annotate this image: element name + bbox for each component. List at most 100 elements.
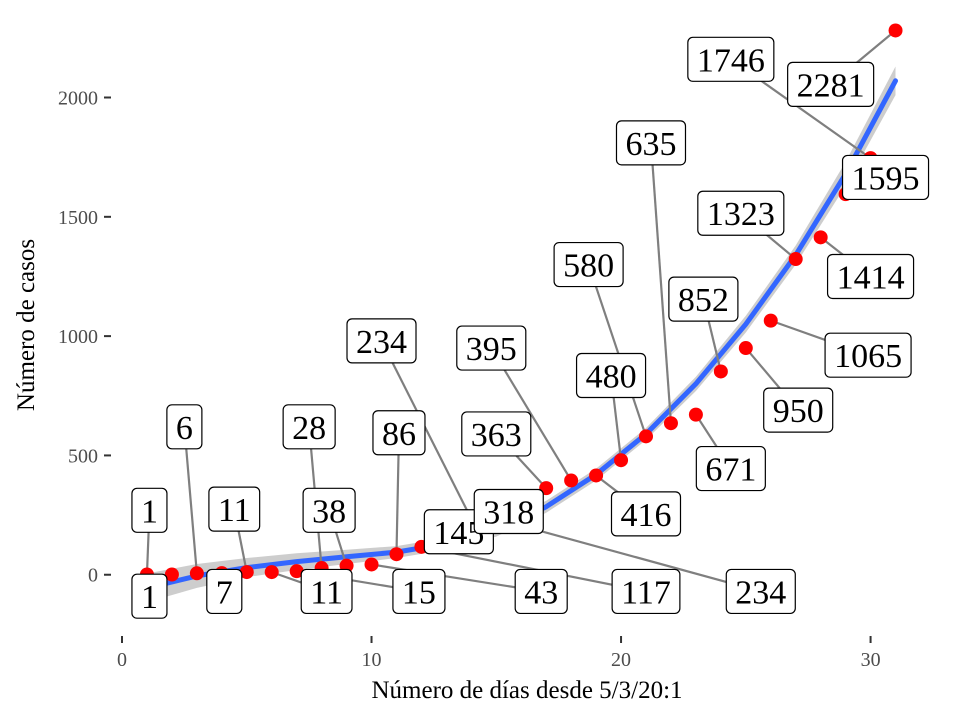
label-connector (587, 264, 648, 437)
data-label: 852 (668, 276, 739, 322)
data-label-text: 1414 (837, 259, 905, 296)
data-label-text: 43 (524, 574, 558, 611)
data-label: 480 (575, 352, 647, 399)
data-label-box (787, 61, 875, 107)
data-label-text: 86 (382, 416, 416, 453)
data-label-box (668, 276, 739, 322)
data-label: 15 (392, 568, 446, 615)
data-label: 416 (610, 491, 682, 537)
data-label-box (206, 568, 243, 615)
x-axis-title: Número de días desde 5/3/20:1 (371, 677, 682, 704)
data-label-text: 580 (563, 248, 614, 285)
data-label-box (553, 241, 624, 288)
data-label-text: 635 (625, 126, 676, 163)
data-label-box (302, 487, 356, 533)
data-label-text: 11 (218, 492, 251, 529)
data-point (639, 429, 653, 444)
data-point (289, 564, 304, 579)
axes: 0 10 20 30 0 500 1000 1500 2000 (58, 88, 881, 671)
label-connector (380, 340, 473, 520)
data-label-text: 234 (735, 574, 786, 611)
label-connector (183, 426, 198, 574)
data-label-box (824, 332, 912, 378)
data-label-text: 318 (483, 495, 534, 532)
y-tick-label: 1500 (58, 207, 98, 229)
data-point (364, 557, 379, 572)
data-label-box (456, 325, 527, 371)
data-point (813, 230, 828, 245)
data-point (164, 567, 179, 582)
data-label-box (697, 190, 785, 236)
data-label-box (763, 387, 834, 433)
data-label-text: 28 (292, 410, 326, 447)
data-label-text: 671 (705, 452, 756, 489)
data-label: 2281 (787, 61, 875, 107)
data-point (738, 341, 753, 356)
label-connector (649, 142, 673, 424)
data-label-text: 234 (356, 324, 407, 361)
data-label-box (131, 487, 168, 533)
data-label: 117 (611, 568, 681, 615)
data-label: 86 (372, 410, 426, 456)
data-label: 1 (131, 573, 168, 619)
data-label-box (841, 154, 930, 201)
data-point (239, 565, 254, 580)
y-axis-title: Número de casos (13, 239, 40, 411)
data-label-box (282, 404, 336, 450)
data-label: 38 (302, 487, 356, 533)
data-label: 1414 (826, 253, 915, 300)
data-label: 28 (282, 404, 336, 450)
data-label-box (208, 486, 261, 532)
data-label-text: 416 (621, 497, 672, 534)
data-label-box (461, 411, 532, 457)
data-label-text: 6 (176, 410, 193, 447)
x-tick-label: 20 (611, 649, 631, 671)
data-label-text: 480 (586, 358, 637, 395)
data-label-box (392, 568, 446, 615)
data-label-text: 395 (466, 331, 517, 368)
data-label-box (131, 573, 168, 619)
data-label-text: 38 (312, 493, 346, 530)
data-label: 7 (206, 568, 243, 615)
data-label: 580 (553, 241, 624, 288)
data-point (564, 473, 579, 488)
data-label-text: 1 (141, 493, 158, 530)
data-label: 6 (166, 404, 203, 450)
data-point (614, 453, 629, 468)
data-label-box (166, 404, 203, 450)
data-point (189, 566, 204, 581)
data-label: 950 (763, 387, 834, 433)
data-label: 11 (300, 568, 353, 615)
data-label: 1 (131, 487, 168, 533)
data-point (264, 565, 279, 580)
data-label-text: 1065 (834, 338, 902, 375)
data-label-text: 15 (402, 574, 436, 611)
data-label-box (300, 568, 353, 615)
data-label-text: 1746 (697, 42, 765, 79)
data-label-box (575, 352, 647, 399)
x-tick-label: 10 (362, 649, 382, 671)
data-label: 11 (208, 486, 261, 532)
y-tick-label: 0 (88, 565, 98, 587)
data-label: 1595 (841, 154, 930, 201)
data-label: 1323 (697, 190, 785, 236)
data-point (888, 23, 903, 38)
data-label-text: 11 (310, 574, 343, 611)
data-label-box (611, 568, 681, 615)
data-label-text: 363 (471, 417, 522, 454)
y-tick-label: 1000 (58, 326, 98, 348)
data-label-text: 7 (216, 574, 233, 611)
data-point (763, 313, 778, 328)
data-label-text: 1 (141, 579, 158, 616)
data-label-box (695, 445, 766, 492)
data-point (713, 364, 728, 379)
data-label-box (372, 410, 426, 456)
data-point (688, 407, 703, 422)
data-label-box (473, 488, 544, 535)
data-label-text: 2281 (797, 67, 865, 104)
data-label: 635 (615, 120, 687, 166)
data-label-box (514, 568, 568, 615)
data-label: 1065 (824, 332, 912, 378)
